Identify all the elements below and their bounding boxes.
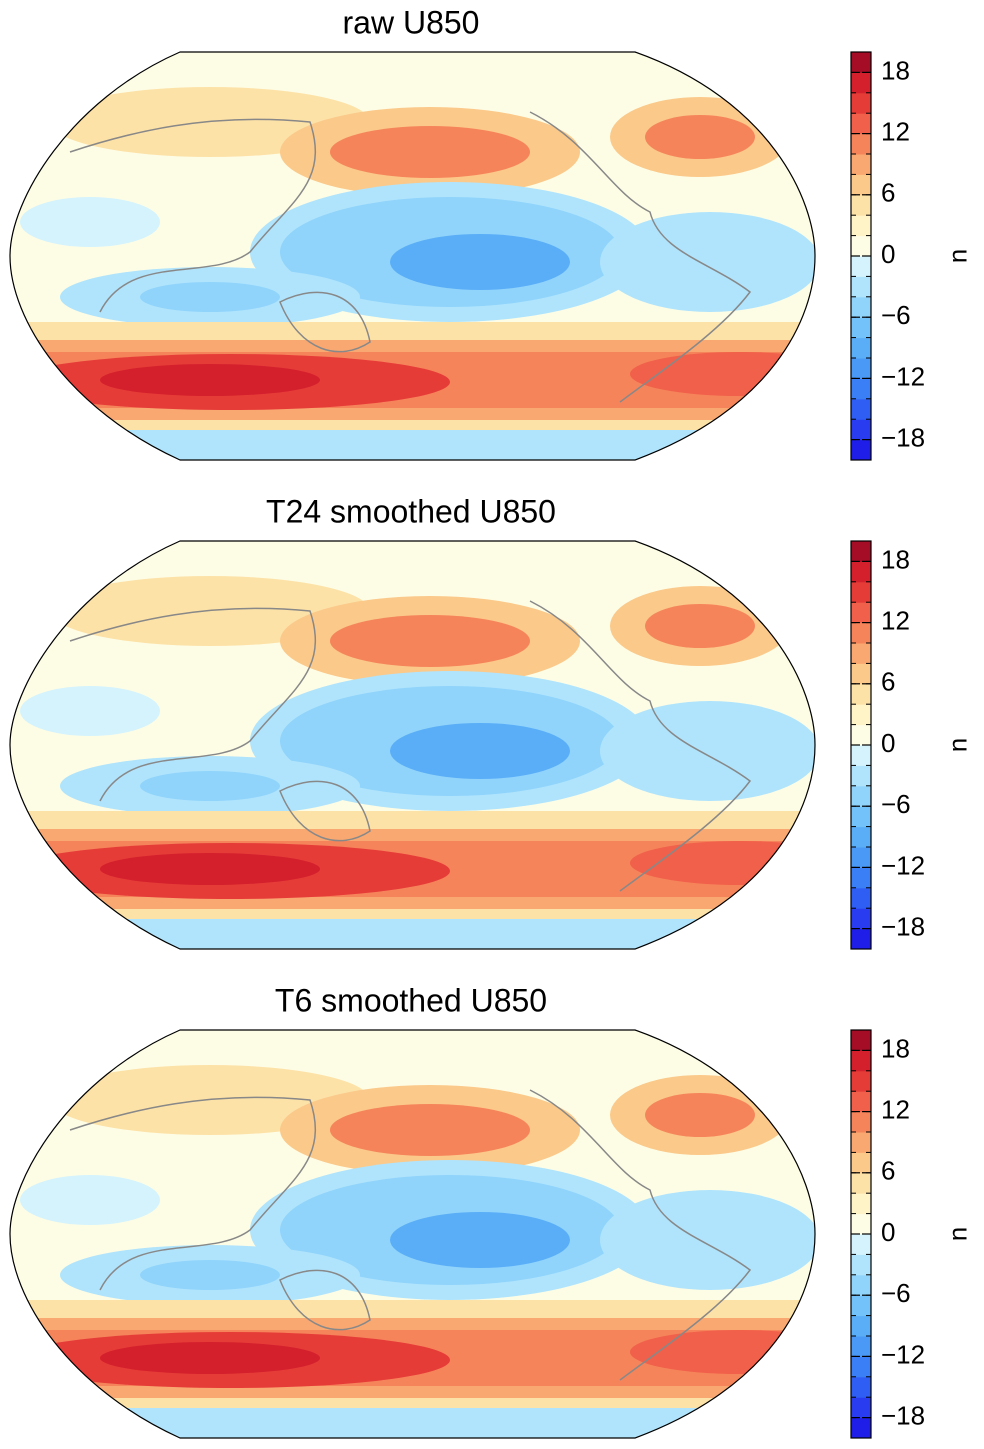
colorbar-band — [851, 745, 871, 766]
colorbar-band — [851, 561, 871, 583]
colorbar-band — [851, 581, 871, 603]
colorbar-band — [851, 704, 871, 726]
colorbar-band — [851, 358, 871, 379]
panel-title: raw U850 — [343, 4, 480, 40]
colorbar-band — [851, 113, 871, 135]
colorbar-band — [851, 908, 871, 930]
colorbar-band — [851, 826, 871, 848]
colorbar-tick-label: −6 — [881, 1278, 911, 1308]
colorbar-band — [851, 235, 871, 257]
colorbar-tick-label: 18 — [881, 1033, 910, 1063]
colorbar-band — [851, 887, 871, 909]
colorbar-tick-label: −12 — [881, 1339, 925, 1369]
colorbar-band — [851, 174, 871, 196]
colorbar-tick-label: 0 — [881, 239, 895, 269]
colorbar-band — [851, 92, 871, 114]
colorbar-tick-label: 18 — [881, 544, 910, 574]
colorbar-label: u — [947, 1227, 977, 1241]
colorbar-band — [851, 643, 871, 664]
colorbar-tick-label: 0 — [881, 1217, 895, 1247]
colorbar-band — [851, 847, 871, 868]
colorbar-tick-label: 6 — [881, 1156, 895, 1186]
colorbar-band — [851, 1050, 871, 1072]
colorbar-band — [851, 133, 871, 155]
colorbar-band — [851, 154, 871, 175]
colorbar-band — [851, 1030, 871, 1051]
colorbar-tick-label: 12 — [881, 116, 910, 146]
panel-title: T24 smoothed U850 — [266, 493, 556, 529]
colorbar-label: u — [947, 738, 977, 752]
colorbar-band — [851, 439, 871, 461]
colorbar-band — [851, 1315, 871, 1337]
colorbar-band — [851, 867, 871, 889]
colorbar-band — [851, 1274, 871, 1296]
colorbar-band — [851, 398, 871, 420]
colorbar-tick-label: 6 — [881, 667, 895, 697]
map — [10, 541, 850, 949]
colorbar-tick-label: −12 — [881, 850, 925, 880]
colorbar-tick-label: −6 — [881, 789, 911, 819]
colorbar-band — [851, 256, 871, 277]
colorbar-band — [851, 276, 871, 298]
colorbar-band — [851, 1070, 871, 1092]
colorbar-band — [851, 1336, 871, 1357]
colorbar-tick-label: −18 — [881, 422, 925, 452]
colorbar-tick-label: 12 — [881, 605, 910, 635]
colorbar-band — [851, 1397, 871, 1419]
colorbar-band — [851, 1132, 871, 1153]
colorbar-band — [851, 1234, 871, 1255]
map — [10, 52, 850, 460]
colorbar-tick-label: 6 — [881, 178, 895, 208]
colorbar-band — [851, 1376, 871, 1398]
colorbar-label: u — [947, 249, 977, 263]
colorbar-band — [851, 1254, 871, 1276]
colorbar-band — [851, 419, 871, 441]
colorbar-band — [851, 765, 871, 787]
colorbar-band — [851, 541, 871, 562]
colorbar-band — [851, 928, 871, 950]
colorbar-band — [851, 1213, 871, 1235]
colorbar-tick-label: 18 — [881, 55, 910, 85]
colorbar-band — [851, 1417, 871, 1439]
colorbar-band — [851, 1193, 871, 1215]
colorbar-band — [851, 1091, 871, 1113]
colorbar-band — [851, 683, 871, 705]
colorbar-tick-label: 0 — [881, 728, 895, 758]
colorbar-band — [851, 1111, 871, 1133]
colorbar-band — [851, 215, 871, 237]
colorbar-tick-label: 12 — [881, 1094, 910, 1124]
colorbar-tick-label: −6 — [881, 300, 911, 330]
colorbar-band — [851, 1152, 871, 1174]
colorbar-band — [851, 52, 871, 73]
panel-title: T6 smoothed U850 — [275, 982, 547, 1018]
colorbar-band — [851, 622, 871, 644]
colorbar-band — [851, 806, 871, 828]
colorbar-band — [851, 785, 871, 807]
colorbar-band — [851, 1295, 871, 1317]
colorbar-tick-label: −18 — [881, 1400, 925, 1430]
colorbar-band — [851, 317, 871, 339]
colorbar-band — [851, 337, 871, 359]
colorbar-band — [851, 602, 871, 624]
colorbar-band — [851, 663, 871, 685]
map — [10, 1030, 850, 1438]
colorbar-band — [851, 378, 871, 400]
colorbar-band — [851, 296, 871, 318]
colorbar-band — [851, 72, 871, 94]
colorbar-band — [851, 194, 871, 216]
colorbar-band — [851, 1172, 871, 1194]
colorbar-tick-label: −18 — [881, 911, 925, 941]
colorbar-band — [851, 724, 871, 746]
colorbar-band — [851, 1356, 871, 1378]
colorbar-tick-label: −12 — [881, 361, 925, 391]
